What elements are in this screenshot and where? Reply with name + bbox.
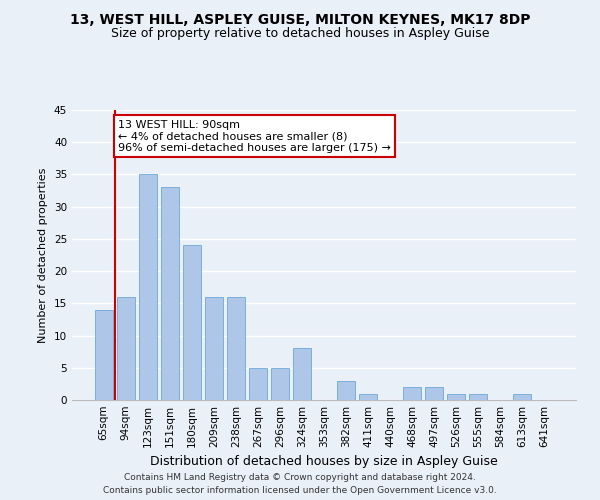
Bar xyxy=(95,310,113,400)
Bar xyxy=(514,394,531,400)
Text: 13, WEST HILL, ASPLEY GUISE, MILTON KEYNES, MK17 8DP: 13, WEST HILL, ASPLEY GUISE, MILTON KEYN… xyxy=(70,12,530,26)
Text: 13 WEST HILL: 90sqm
← 4% of detached houses are smaller (8)
96% of semi-detached: 13 WEST HILL: 90sqm ← 4% of detached hou… xyxy=(118,120,391,153)
X-axis label: Distribution of detached houses by size in Aspley Guise: Distribution of detached houses by size … xyxy=(150,456,498,468)
Bar xyxy=(249,368,267,400)
Bar xyxy=(448,394,465,400)
Bar xyxy=(337,380,355,400)
Bar xyxy=(403,387,421,400)
Bar xyxy=(227,297,245,400)
Bar xyxy=(161,188,179,400)
Text: Size of property relative to detached houses in Aspley Guise: Size of property relative to detached ho… xyxy=(111,28,489,40)
Bar xyxy=(271,368,289,400)
Bar xyxy=(293,348,311,400)
Bar xyxy=(425,387,443,400)
Bar xyxy=(359,394,377,400)
Text: Contains HM Land Registry data © Crown copyright and database right 2024.: Contains HM Land Registry data © Crown c… xyxy=(124,472,476,482)
Bar xyxy=(183,246,200,400)
Bar xyxy=(139,174,157,400)
Bar xyxy=(469,394,487,400)
Bar xyxy=(205,297,223,400)
Y-axis label: Number of detached properties: Number of detached properties xyxy=(38,168,49,342)
Bar xyxy=(117,297,134,400)
Text: Contains public sector information licensed under the Open Government Licence v3: Contains public sector information licen… xyxy=(103,486,497,495)
